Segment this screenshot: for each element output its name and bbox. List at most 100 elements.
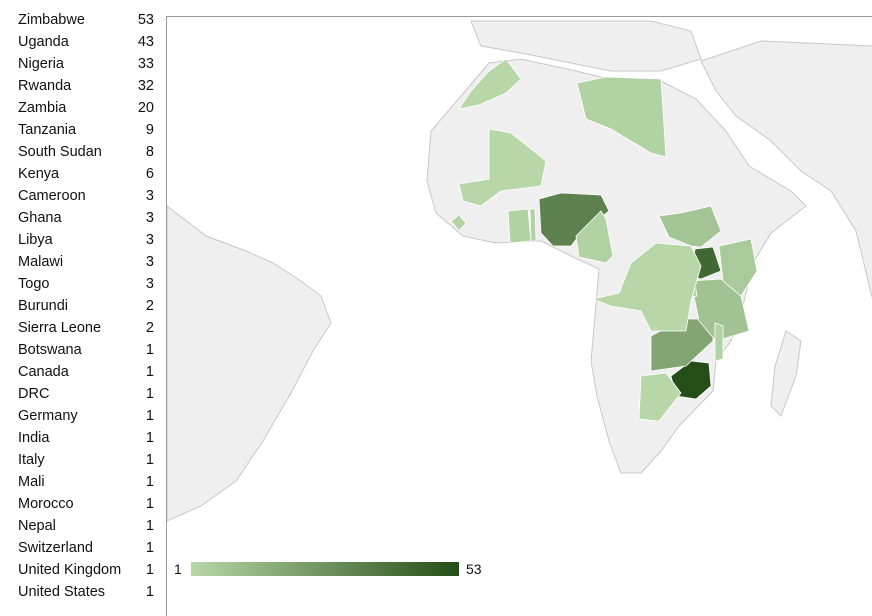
- list-item: Sierra Leone 2: [18, 318, 154, 340]
- legend-max-label: 53: [466, 561, 482, 577]
- land-middle-east: [700, 40, 872, 300]
- country-name: Mali: [18, 474, 45, 490]
- country-value: 3: [145, 188, 154, 204]
- list-item: Zimbabwe 53: [18, 10, 154, 32]
- legend-gradient-rect: [191, 562, 459, 576]
- country-cameroon: [575, 210, 614, 264]
- country-value: 1: [145, 364, 154, 380]
- country-value: 32: [137, 78, 154, 94]
- country-value: 1: [145, 562, 154, 578]
- country-kenya: [718, 238, 758, 297]
- country-name: Switzerland: [18, 540, 93, 556]
- country-morocco: [458, 58, 522, 110]
- country-value: 1: [145, 452, 154, 468]
- country-name: South Sudan: [18, 144, 102, 160]
- country-name: Tanzania: [18, 122, 77, 138]
- list-item: Nepal 1: [18, 516, 154, 538]
- country-value: 1: [145, 496, 154, 512]
- map-panel: [166, 16, 872, 616]
- list-item: United States 1: [18, 582, 154, 604]
- list-item: Ghana 3: [18, 208, 154, 230]
- country-name: Ghana: [18, 210, 62, 226]
- country-name: United Kingdom: [18, 562, 122, 578]
- country-value: 33: [137, 56, 154, 72]
- list-item: India 1: [18, 428, 154, 450]
- country-value: 20: [137, 100, 154, 116]
- list-item: Cameroon 3: [18, 186, 154, 208]
- country-name: Rwanda: [18, 78, 72, 94]
- legend-gradient-bar: [191, 562, 459, 576]
- list-item: Kenya 6: [18, 164, 154, 186]
- list-item: Libya 3: [18, 230, 154, 252]
- list-item: Switzerland 1: [18, 538, 154, 560]
- land-south-america: [167, 205, 332, 522]
- country-value-list: Zimbabwe 53 Uganda 43 Nigeria 33 Rwanda 32 Zambi…: [18, 10, 154, 604]
- country-libya: [576, 76, 667, 158]
- country-name: Morocco: [18, 496, 74, 512]
- country-value: 53: [137, 12, 154, 28]
- country-name: Germany: [18, 408, 78, 424]
- list-item: Germany 1: [18, 406, 154, 428]
- country-name: DRC: [18, 386, 50, 402]
- legend-min-label: 1: [174, 561, 182, 577]
- country-name: Burundi: [18, 298, 68, 314]
- country-value: 8: [145, 144, 154, 160]
- country-value: 43: [137, 34, 154, 50]
- country-value: 9: [145, 122, 154, 138]
- highlighted-countries: [450, 58, 758, 422]
- land-madagascar: [770, 330, 802, 417]
- country-value: 1: [145, 408, 154, 424]
- country-value: 1: [145, 584, 154, 600]
- country-value: 6: [145, 166, 154, 182]
- country-name: Togo: [18, 276, 50, 292]
- country-name: Uganda: [18, 34, 69, 50]
- africa-map: [167, 20, 872, 522]
- country-value: 3: [145, 210, 154, 226]
- list-item: Malawi 3: [18, 252, 154, 274]
- country-value: 1: [145, 474, 154, 490]
- country-value: 3: [145, 254, 154, 270]
- country-name: Italy: [18, 452, 45, 468]
- country-value: 2: [145, 320, 154, 336]
- country-sierra-leone: [450, 214, 467, 232]
- country-name: Nepal: [18, 518, 56, 534]
- country-value: 3: [145, 276, 154, 292]
- country-value: 1: [145, 540, 154, 556]
- list-item: DRC 1: [18, 384, 154, 406]
- list-item: Nigeria 33: [18, 54, 154, 76]
- country-name: Kenya: [18, 166, 60, 182]
- country-name: Malawi: [18, 254, 64, 270]
- color-legend: 1 53: [174, 560, 494, 580]
- country-south-sudan: [658, 205, 722, 248]
- country-value: 1: [145, 430, 154, 446]
- list-item: Togo 3: [18, 274, 154, 296]
- land-europe: [470, 20, 702, 72]
- country-name: Sierra Leone: [18, 320, 102, 336]
- country-ghana: [507, 208, 532, 244]
- list-item: Morocco 1: [18, 494, 154, 516]
- country-malawi: [714, 322, 724, 362]
- list-item: Zambia 20: [18, 98, 154, 120]
- country-name: Zimbabwe: [18, 12, 85, 28]
- list-item: Italy 1: [18, 450, 154, 472]
- country-value: 3: [145, 232, 154, 248]
- country-name: Zambia: [18, 100, 67, 116]
- base-land: [167, 20, 872, 522]
- list-item: United Kingdom 1: [18, 560, 154, 582]
- list-item: Uganda 43: [18, 32, 154, 54]
- list-item: Mali 1: [18, 472, 154, 494]
- country-name: United States: [18, 584, 106, 600]
- list-item: Canada 1: [18, 362, 154, 384]
- country-value: 1: [145, 342, 154, 358]
- country-drc: [591, 242, 702, 332]
- list-item: Burundi 2: [18, 296, 154, 318]
- country-value: 1: [145, 386, 154, 402]
- country-value: 1: [145, 518, 154, 534]
- list-item: Botswana 1: [18, 340, 154, 362]
- country-name: Libya: [18, 232, 53, 248]
- list-item: South Sudan 8: [18, 142, 154, 164]
- country-togo: [529, 208, 537, 242]
- country-name: Botswana: [18, 342, 82, 358]
- country-tanzania: [690, 278, 750, 342]
- country-name: Nigeria: [18, 56, 64, 72]
